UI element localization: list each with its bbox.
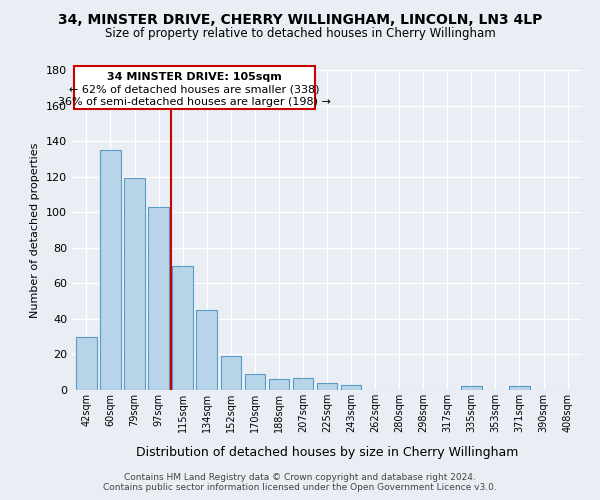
Text: 34 MINSTER DRIVE: 105sqm: 34 MINSTER DRIVE: 105sqm	[107, 72, 282, 82]
Bar	[341, 384, 361, 390]
X-axis label: Distribution of detached houses by size in Cherry Willingham: Distribution of detached houses by size …	[136, 446, 518, 459]
Text: Contains public sector information licensed under the Open Government Licence v3: Contains public sector information licen…	[103, 484, 497, 492]
Text: Size of property relative to detached houses in Cherry Willingham: Size of property relative to detached ho…	[104, 28, 496, 40]
Bar	[148, 207, 169, 390]
Y-axis label: Number of detached properties: Number of detached properties	[31, 142, 40, 318]
Bar	[269, 380, 289, 390]
FancyBboxPatch shape	[74, 66, 315, 109]
Bar	[124, 178, 145, 390]
Bar	[221, 356, 241, 390]
Bar	[245, 374, 265, 390]
Text: 34, MINSTER DRIVE, CHERRY WILLINGHAM, LINCOLN, LN3 4LP: 34, MINSTER DRIVE, CHERRY WILLINGHAM, LI…	[58, 12, 542, 26]
Bar	[100, 150, 121, 390]
Text: Contains HM Land Registry data © Crown copyright and database right 2024.: Contains HM Land Registry data © Crown c…	[124, 474, 476, 482]
Bar	[317, 383, 337, 390]
Bar	[76, 336, 97, 390]
Text: ← 62% of detached houses are smaller (338): ← 62% of detached houses are smaller (33…	[70, 84, 320, 94]
Bar	[172, 266, 193, 390]
Bar	[509, 386, 530, 390]
Bar	[461, 386, 482, 390]
Bar	[196, 310, 217, 390]
Bar	[293, 378, 313, 390]
Text: 36% of semi-detached houses are larger (198) →: 36% of semi-detached houses are larger (…	[58, 96, 331, 106]
